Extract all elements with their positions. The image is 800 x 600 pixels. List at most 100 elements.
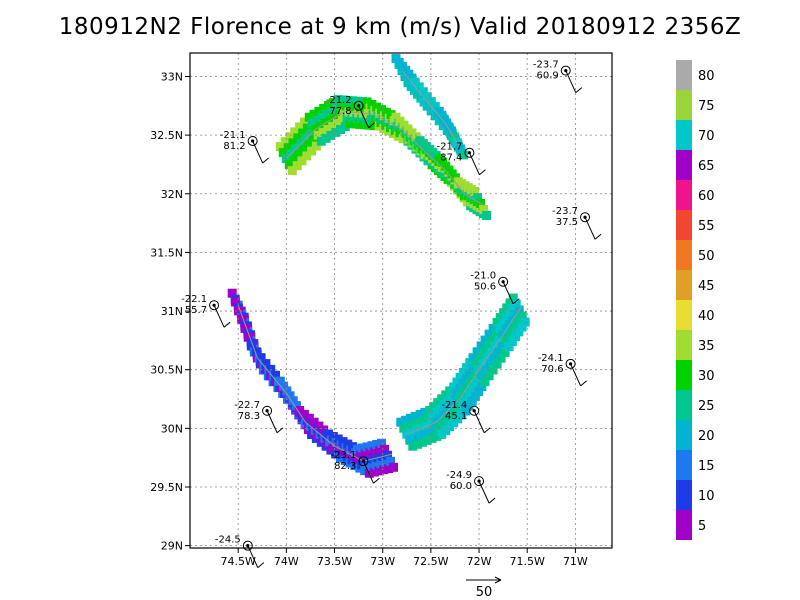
wind-vector [305,422,335,447]
station-marker: -23.182.3 [331,450,380,484]
data-cell [484,371,494,381]
station-marker: -22.778.3 [234,400,284,434]
data-cell [283,143,293,153]
data-cell [375,446,385,455]
colorbar-label: 70 [698,129,715,144]
station-marker: -24.5 [215,535,265,569]
data-cell [423,413,433,423]
data-cell [289,155,299,165]
data-cell [275,376,285,386]
colorbar-label: 15 [698,459,715,474]
station-ring [580,212,591,223]
data-cell [424,427,434,437]
data-cell [381,458,391,467]
data-cell [449,382,459,392]
station-value: 77.8 [329,106,351,117]
wind-barb [478,480,490,504]
data-cell [292,161,302,171]
data-cell [337,116,347,126]
data-cell [482,211,492,220]
data-cell [498,319,508,329]
station-ring [242,540,253,551]
data-cell [426,97,436,107]
data-cell [488,323,498,333]
wind-barb-flag [488,497,496,504]
wind-vector [502,304,523,335]
colorbar-label: 20 [698,429,715,444]
data-cell [360,449,370,459]
wind-barb [213,304,225,328]
wind-vector [444,169,465,195]
data-cell [319,103,329,113]
data-cell [520,317,530,327]
data-cell [461,406,471,416]
wind-barb-flag [512,298,520,305]
data-cell [420,407,430,417]
data-cell [369,467,379,477]
wind-vector [464,193,485,206]
data-cell [284,160,294,170]
colorbar-swatch [676,330,692,360]
y-tick-label: 33N [161,70,183,83]
station-temperature: -24.1 [538,353,564,364]
data-cell [474,376,484,386]
station-marker: -23.737.5 [552,206,602,240]
data-cell [477,371,487,381]
station-temperature: -21.2 [326,95,352,106]
wind-barb [473,410,485,433]
data-cell [461,373,471,383]
data-cell [497,341,507,351]
data-cell [462,363,472,372]
wind-barb-flag [594,233,602,240]
data-cell [362,97,372,107]
colorbar-label: 30 [698,369,715,384]
data-cell [517,322,527,332]
data-cell [372,440,382,449]
data-cell [293,133,303,143]
data-cell [279,381,289,391]
data-cell [419,429,429,439]
y-tick-label: 29N [161,540,183,553]
data-cell [321,133,331,143]
data-cell [455,144,465,154]
station-temperature: -22.1 [181,294,207,305]
x-tick-label: 71W [563,555,588,568]
colorbar-label: 65 [698,159,715,174]
wind-vector [237,305,258,359]
wind-barb-flag [580,380,587,387]
station-ring [209,300,220,311]
data-cell [295,122,305,132]
wind-vector [285,392,307,423]
x-tick-label: 72W [467,555,492,568]
wind-barb-flag [575,87,583,93]
data-cell [422,92,432,102]
data-cell [413,417,423,427]
data-cell [461,395,471,405]
data-cell [294,150,304,160]
data-cell [455,372,465,382]
data-cell [491,329,501,339]
colorbar-swatch [676,270,692,300]
station-temperature: -21.0 [470,271,496,282]
data-cell [338,95,348,105]
data-cell [376,459,386,469]
wind-barb-flag [368,122,375,129]
data-cell [502,303,512,313]
data-cell [365,448,375,458]
data-cell [367,100,377,109]
data-cell [304,112,314,122]
data-cell [348,96,358,106]
data-cell [517,311,527,321]
station-ring [560,65,571,76]
data-cell [234,306,244,316]
colorbar-swatch [676,450,692,480]
data-cell [464,401,474,411]
data-cell [410,77,420,87]
data-cell [495,313,505,323]
data-cell [261,359,271,369]
data-cell [319,425,329,435]
data-cell [417,437,427,447]
y-tick-label: 30.5N [150,364,183,377]
data-cell [290,127,300,137]
data-cell [501,336,511,345]
